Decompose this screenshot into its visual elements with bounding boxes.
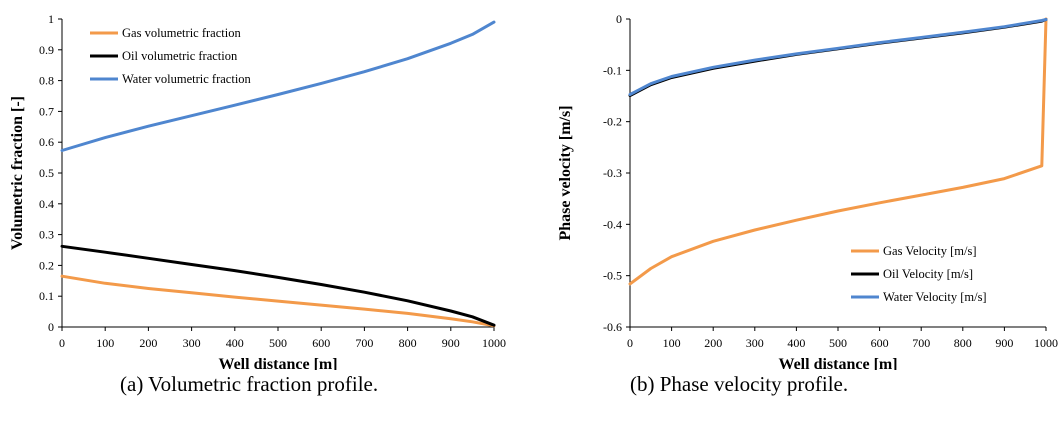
x-tick-label: 200 bbox=[139, 336, 157, 350]
x-tick-label: 300 bbox=[183, 336, 201, 350]
legend-label-oil: Oil volumetric fraction bbox=[122, 49, 238, 63]
x-tick-label: 800 bbox=[399, 336, 417, 350]
y-tick-label: 0 bbox=[616, 12, 622, 26]
legend-label-water: Water volumetric fraction bbox=[122, 72, 252, 86]
y-tick-label: -0.6 bbox=[603, 320, 622, 334]
caption-b: (b) Phase velocity profile. bbox=[630, 372, 849, 396]
x-tick-label: 1000 bbox=[482, 336, 506, 350]
x-tick-label: 0 bbox=[59, 336, 65, 350]
series-line-gas bbox=[60, 274, 496, 328]
x-tick-label: 500 bbox=[829, 336, 847, 350]
x-tick-label: 600 bbox=[312, 336, 330, 350]
x-tick-label: 100 bbox=[663, 336, 681, 350]
y-axis-label: Phase velocity [m/s] bbox=[557, 105, 574, 240]
series-line-water bbox=[60, 20, 496, 152]
x-tick-label: 900 bbox=[442, 336, 460, 350]
series-line-gas bbox=[628, 17, 1048, 286]
x-tick-label: 400 bbox=[787, 336, 805, 350]
figure-canvas: 0 100 200 300 400 500 600 700 800 900 100000.10.20… bbox=[9, 12, 1058, 370]
x-tick-label: 0 bbox=[627, 336, 633, 350]
chart-a: 0 100 200 300 400 500 600 700 800 900 1000 0 0.1 0.2 0… bbox=[9, 12, 506, 370]
caption-a: (a) Volumetric fraction profile. bbox=[120, 372, 379, 396]
y-axis-label: Volumetric fraction [-] bbox=[9, 96, 26, 250]
x-tick-label: 800 bbox=[954, 336, 972, 350]
x-tick-label: 400 bbox=[226, 336, 244, 350]
y-tick-label: 0.2 bbox=[39, 258, 54, 272]
y-tick-label: -0.5 bbox=[603, 269, 622, 283]
x-tick-label: 600 bbox=[871, 336, 889, 350]
y-tick-label: 0.3 bbox=[39, 228, 54, 242]
y-tick-label: 0 bbox=[48, 320, 54, 334]
series-line-oil bbox=[60, 244, 496, 327]
y-tick-label: 0.8 bbox=[39, 74, 54, 88]
x-axis-label: Well distance [m] bbox=[778, 356, 897, 370]
x-tick-label: 700 bbox=[355, 336, 373, 350]
x-tick-label: 1000 bbox=[1034, 336, 1058, 350]
y-tick-label: -0.3 bbox=[603, 166, 622, 180]
x-tick-label: 500 bbox=[269, 336, 287, 350]
y-tick-label: -0.4 bbox=[603, 217, 622, 231]
y-tick-label: 1 bbox=[48, 12, 54, 26]
y-tick-label: 0.5 bbox=[39, 166, 54, 180]
x-tick-label: 200 bbox=[704, 336, 722, 350]
legend-label-oil: Oil Velocity [m/s] bbox=[883, 267, 973, 281]
y-tick-label: -0.2 bbox=[603, 115, 622, 129]
x-axis-label: Well distance [m] bbox=[218, 356, 337, 370]
y-tick-label: -0.1 bbox=[603, 63, 622, 77]
x-tick-label: 100 bbox=[96, 336, 114, 350]
x-tick-label: 300 bbox=[746, 336, 764, 350]
series-line-water bbox=[628, 18, 1048, 96]
y-tick-label: 0.9 bbox=[39, 43, 54, 57]
chart-b: 0 100 200 300 400 500 600 700 800 900 1000 -0.6 -0.5… bbox=[557, 12, 1058, 370]
x-tick-label: 900 bbox=[995, 336, 1013, 350]
y-tick-label: 0.1 bbox=[39, 289, 54, 303]
x-tick-label: 700 bbox=[912, 336, 930, 350]
legend-label-gas: Gas volumetric fraction bbox=[122, 26, 241, 40]
y-tick-label: 0.6 bbox=[39, 135, 54, 149]
legend-label-water: Water Velocity [m/s] bbox=[883, 290, 987, 304]
y-tick-label: 0.7 bbox=[39, 104, 54, 118]
y-tick-label: 0.4 bbox=[39, 197, 54, 211]
legend-label-gas: Gas Velocity [m/s] bbox=[883, 244, 977, 258]
